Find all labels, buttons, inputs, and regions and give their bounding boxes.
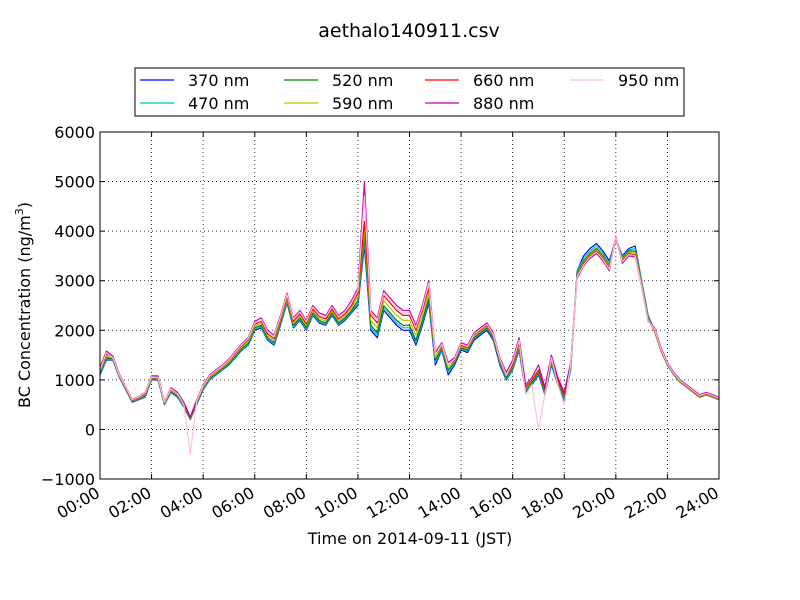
- legend-box: [134, 67, 685, 117]
- chart-title: aethalo140911.csv: [318, 20, 500, 42]
- y-tick-label: 1000: [54, 371, 95, 390]
- y-axis-label-close: ): [15, 202, 34, 208]
- legend-label: 660 nm: [473, 71, 534, 90]
- legend-label: 950 nm: [618, 71, 679, 90]
- y-tick-label: 3000: [54, 272, 95, 291]
- legend-label: 880 nm: [473, 94, 534, 113]
- series-line-950-nm: [99, 195, 720, 455]
- axis-ticks: [99, 131, 720, 480]
- legend: 370 nm 470 nm 520 nm 590 nm 660 nm 880 nm 950 …: [140, 71, 679, 113]
- y-axis-label: BC Concentration (ng/m3): [13, 202, 34, 408]
- legend-label: 470 nm: [188, 94, 249, 113]
- y-axis-label-main: BC Concentration (ng/m: [15, 215, 34, 408]
- y-tick-label: 4000: [54, 222, 95, 241]
- plot-area: [100, 132, 719, 479]
- y-axis-label-superscript: 3: [13, 208, 26, 215]
- legend-label: 590 nm: [332, 94, 393, 113]
- y-tick-label: 6000: [54, 123, 95, 142]
- legend-label: 520 nm: [332, 71, 393, 90]
- x-axis-label: Time on 2014-09-11 (JST): [307, 529, 512, 548]
- y-tick-label: −1000: [41, 470, 95, 489]
- y-tick-label: 0: [85, 420, 95, 439]
- y-tick-label: 2000: [54, 321, 95, 340]
- y-tick-labels: −1000 0 1000 2000 3000 4000 5000 6000: [41, 123, 95, 489]
- y-tick-label: 5000: [54, 173, 95, 192]
- series-lines: [99, 181, 720, 455]
- legend-label: 370 nm: [188, 71, 249, 90]
